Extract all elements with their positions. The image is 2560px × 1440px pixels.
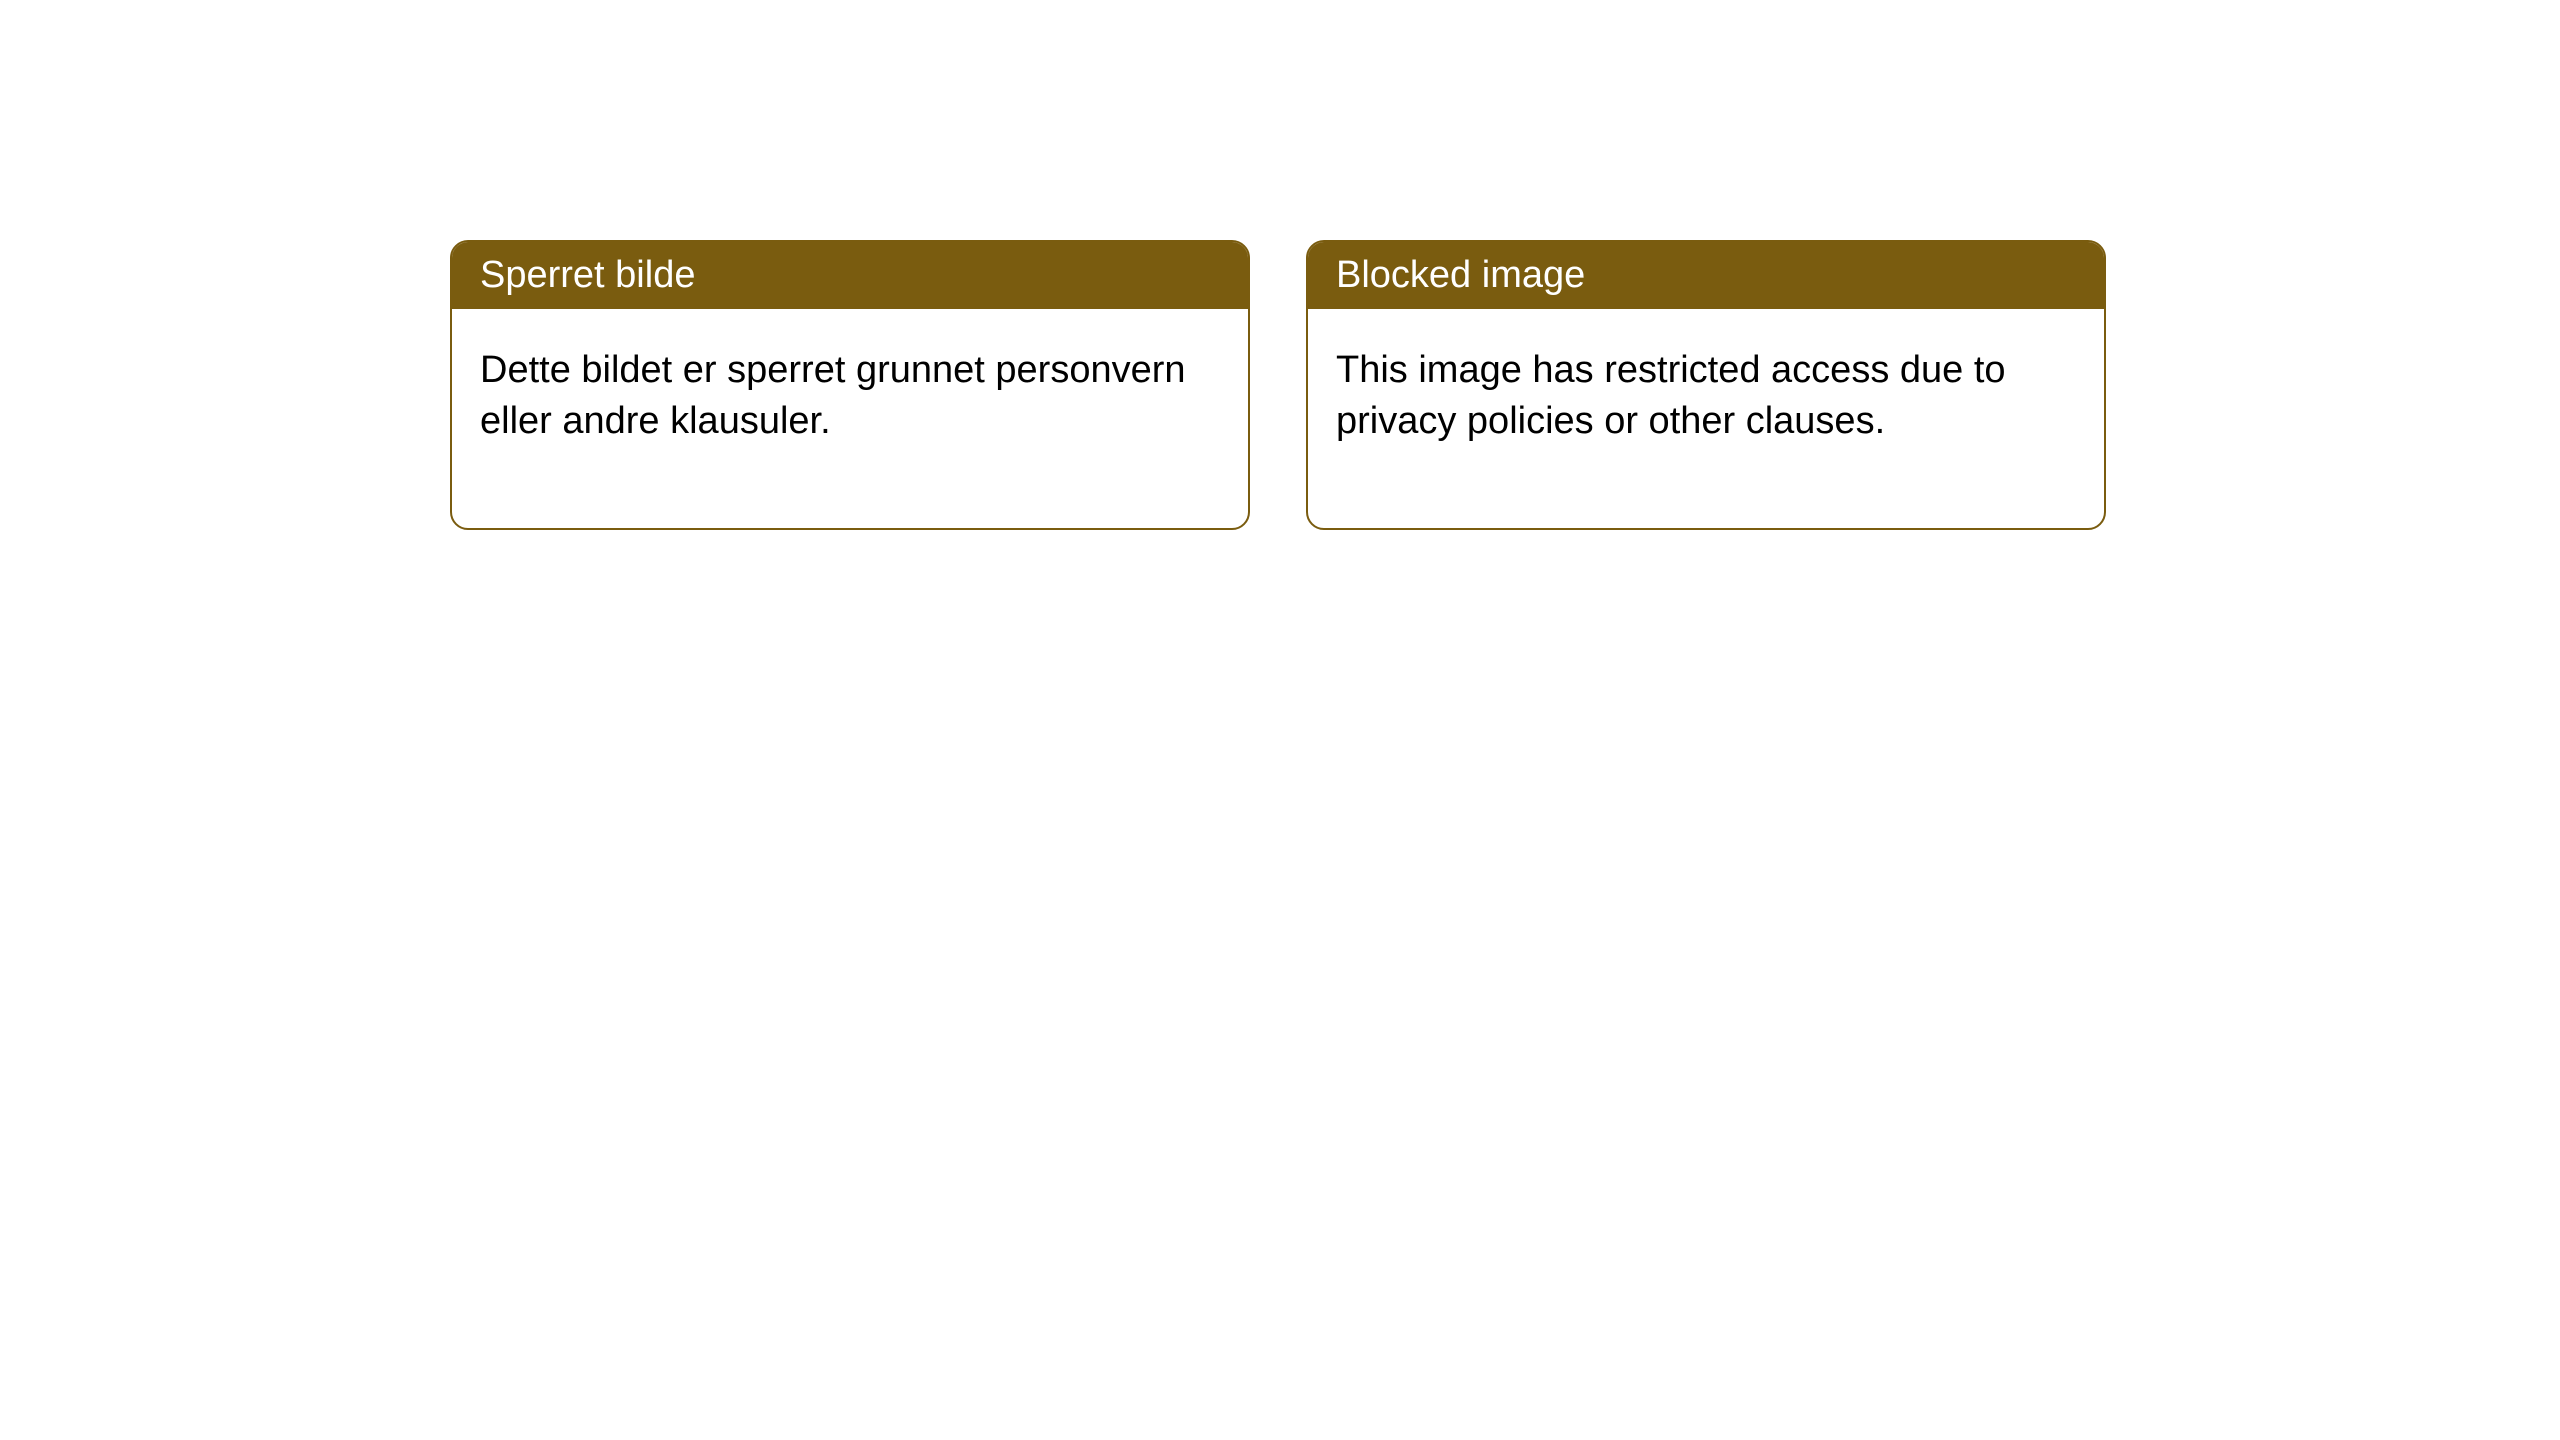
notice-header: Blocked image [1308,242,2104,309]
notice-card-norwegian: Sperret bilde Dette bildet er sperret gr… [450,240,1250,530]
notice-body: Dette bildet er sperret grunnet personve… [452,309,1248,528]
notice-title: Sperret bilde [480,254,695,296]
notice-container: Sperret bilde Dette bildet er sperret gr… [450,240,2560,530]
notice-title: Blocked image [1336,254,1585,296]
notice-body-text: Dette bildet er sperret grunnet personve… [480,349,1186,442]
notice-header: Sperret bilde [452,242,1248,309]
notice-body: This image has restricted access due to … [1308,309,2104,528]
notice-card-english: Blocked image This image has restricted … [1306,240,2106,530]
notice-body-text: This image has restricted access due to … [1336,349,2006,442]
